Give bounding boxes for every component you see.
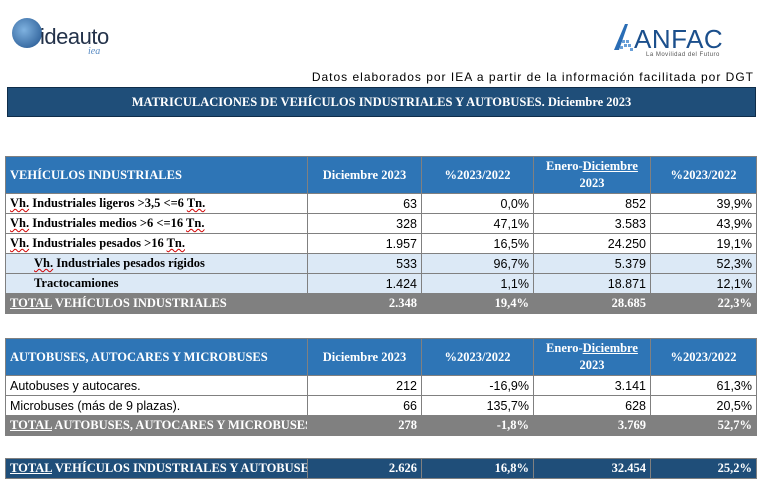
cell-ytd: 24.250 [533, 233, 651, 254]
grand-total-row: TOTAL VEHÍCULOS INDUSTRIALES Y AUTOBUSES… [5, 458, 757, 479]
header-ytd-pre: Enero- [546, 341, 583, 355]
report-title: MATRICULACIONES DE VEHÍCULOS INDUSTRIALE… [7, 87, 756, 117]
row-label: Vh. Industriales medios >6 <=16 Tn. [5, 213, 308, 234]
cell-pct: 16,5% [421, 233, 534, 254]
cell-pct-ytd: 52,3% [650, 253, 757, 274]
cell-pct-ytd: 20,5% [650, 395, 757, 416]
header-ytd-year: 2023 [579, 176, 605, 190]
table-row: Vh. Industriales ligeros >3,5 <=6 Tn. 63… [5, 193, 757, 214]
cell-month: 1.424 [307, 273, 422, 294]
table-row: Vh. Industriales medios >6 <=16 Tn. 328 … [5, 213, 757, 234]
row-label: Vh. Industriales ligeros >3,5 <=6 Tn. [5, 193, 308, 214]
cell-pct: 47,1% [421, 213, 534, 234]
cell-pct-ytd: 39,9% [650, 193, 757, 214]
cell-month: 328 [307, 213, 422, 234]
ideauto-logo-sub: iea [88, 46, 101, 57]
total-pct: -1,8% [421, 415, 534, 436]
total-pct-ytd: 22,3% [650, 293, 757, 314]
table-header: VEHÍCULOS INDUSTRIALES Diciembre 2023 %2… [5, 156, 757, 194]
source-note: Datos elaborados por IEA a partir de la … [311, 70, 754, 84]
cell-month: 63 [307, 193, 422, 214]
header-month: Diciembre 2023 [307, 156, 422, 194]
table-row: Microbuses (más de 9 plazas). 66 135,7% … [5, 395, 757, 416]
cell-pct: 1,1% [421, 273, 534, 294]
header-ytd: Enero-Diciembre 2023 [533, 156, 651, 194]
header-pct: %2023/2022 [421, 156, 534, 194]
header-pct-ytd: %2023/2022 [650, 156, 757, 194]
grand-total-month: 2.626 [307, 458, 422, 479]
total-pct: 19,4% [421, 293, 534, 314]
grand-total-pct: 16,8% [421, 458, 534, 479]
ideauto-logo-text: ideauto [40, 24, 109, 49]
total-label: TOTAL VEHÍCULOS INDUSTRIALES [5, 293, 308, 314]
header-category: AUTOBUSES, AUTOCARES Y MICROBUSES [5, 338, 308, 376]
total-ytd: 3.769 [533, 415, 651, 436]
table-row: Autobuses y autocares. 212 -16,9% 3.141 … [5, 375, 757, 396]
anfac-logo-icon [614, 24, 633, 51]
header-pct: %2023/2022 [421, 338, 534, 376]
row-label: Vh. Industriales pesados >16 Tn. [5, 233, 308, 254]
row-label: Tractocamiones [5, 273, 308, 294]
cell-pct-ytd: 61,3% [650, 375, 757, 396]
total-row: TOTAL VEHÍCULOS INDUSTRIALES 2.348 19,4%… [5, 293, 757, 314]
table-row: Vh. Industriales pesados >16 Tn. 1.957 1… [5, 233, 757, 254]
header-pct-ytd: %2023/2022 [650, 338, 757, 376]
cell-month: 212 [307, 375, 422, 396]
grand-total-label: TOTAL VEHÍCULOS INDUSTRIALES Y AUTOBUSES [5, 458, 308, 479]
cell-ytd: 3.583 [533, 213, 651, 234]
cell-pct: 96,7% [421, 253, 534, 274]
total-ytd: 28.685 [533, 293, 651, 314]
cell-pct: -16,9% [421, 375, 534, 396]
cell-pct: 0,0% [421, 193, 534, 214]
row-label: Microbuses (más de 9 plazas). [5, 395, 308, 416]
cell-month: 1.957 [307, 233, 422, 254]
header-category: VEHÍCULOS INDUSTRIALES [5, 156, 308, 194]
total-label: TOTAL AUTOBUSES, AUTOCARES Y MICROBUSES [5, 415, 308, 436]
row-label: Vh. Industriales pesados rígidos [5, 253, 308, 274]
anfac-logo: ANFAC La Movilidad del Futuro [612, 18, 752, 64]
cell-ytd: 5.379 [533, 253, 651, 274]
table-header: AUTOBUSES, AUTOCARES Y MICROBUSES Diciem… [5, 338, 757, 376]
ideauto-logo-icon [12, 18, 42, 48]
header-ytd-pre: Enero- [546, 159, 583, 173]
anfac-logo-text: ANFAC [634, 24, 724, 54]
cell-pct-ytd: 12,1% [650, 273, 757, 294]
table-row: Tractocamiones 1.424 1,1% 18.871 12,1% [5, 273, 757, 294]
total-month: 2.348 [307, 293, 422, 314]
header-ytd-month: Diciembre [582, 159, 638, 173]
header-ytd-year: 2023 [579, 358, 605, 372]
total-pct-ytd: 52,7% [650, 415, 757, 436]
cell-ytd: 3.141 [533, 375, 651, 396]
ideauto-logo: ideauto iea [10, 16, 130, 60]
buses-table: AUTOBUSES, AUTOCARES Y MICROBUSES Diciem… [5, 338, 757, 436]
header-month: Diciembre 2023 [307, 338, 422, 376]
cell-month: 533 [307, 253, 422, 274]
cell-ytd: 628 [533, 395, 651, 416]
row-label: Autobuses y autocares. [5, 375, 308, 396]
industrial-vehicles-table: VEHÍCULOS INDUSTRIALES Diciembre 2023 %2… [5, 156, 757, 314]
grand-total-table: TOTAL VEHÍCULOS INDUSTRIALES Y AUTOBUSES… [5, 458, 757, 479]
header-ytd: Enero-Diciembre 2023 [533, 338, 651, 376]
anfac-logo-tagline: La Movilidad del Futuro [646, 52, 720, 58]
grand-total-ytd: 32.454 [533, 458, 651, 479]
total-row: TOTAL AUTOBUSES, AUTOCARES Y MICROBUSES … [5, 415, 757, 436]
cell-pct-ytd: 19,1% [650, 233, 757, 254]
table-row: Vh. Industriales pesados rígidos 533 96,… [5, 253, 757, 274]
cell-pct: 135,7% [421, 395, 534, 416]
grand-total-pct-ytd: 25,2% [650, 458, 757, 479]
total-month: 278 [307, 415, 422, 436]
header-ytd-month: Diciembre [582, 341, 638, 355]
cell-ytd: 18.871 [533, 273, 651, 294]
cell-ytd: 852 [533, 193, 651, 214]
cell-month: 66 [307, 395, 422, 416]
cell-pct-ytd: 43,9% [650, 213, 757, 234]
